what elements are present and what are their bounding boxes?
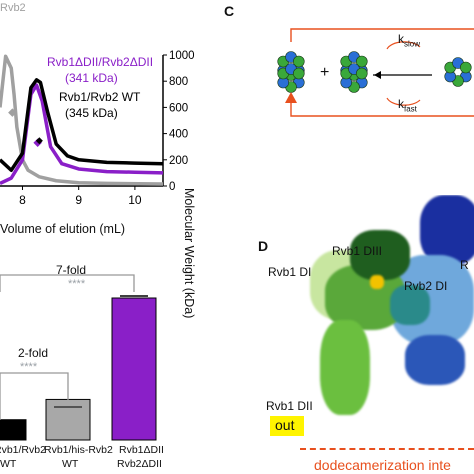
legend-gray-label: Rvb2 [0,2,26,14]
k-slow-label: kslow [398,32,421,49]
slow-arrow-line [290,28,474,42]
legend-purple-mw: (341 kDa) [65,71,118,85]
sec-chart-series [0,54,164,186]
sec-y-tick-label: 800 [169,76,188,88]
fast-arrowhead [285,92,297,103]
sec-y-tick-label: 600 [169,102,188,114]
oligomer-scheme [277,28,474,117]
sec-x-tick-label: 10 [128,193,142,207]
bar-category-1-line2: WT [0,458,17,470]
interface-dashed-line [300,448,474,450]
dodecamer-left-bottom [277,63,305,93]
dodecamer-middle-bottom [340,63,368,93]
forward-arrowhead [374,71,381,79]
legend-black-mw: (345 kDa) [65,106,118,120]
label-cut-r: R [460,258,469,272]
fast-arrow-line [290,103,474,117]
k-fast-label: kfast [398,97,417,114]
label-rvb2-di: Rvb2 DI [404,279,448,293]
slow-rotation-arrow [386,41,421,50]
sec-x-tick-label: 8 [19,193,26,207]
out-label: out [275,417,295,433]
bar-chart [0,274,157,441]
sec-y-tick-label: 1000 [169,50,195,62]
sec-y-axis-label: Molecular Weight (kDa) [182,188,196,319]
sec-y-tick-label: 0 [169,181,175,193]
fast-rotation-arrow [386,97,421,106]
hexamer-right-partial [444,57,472,87]
sec-chart-axes: 8 9 10 0 200 400 600 800 1000 [0,50,195,207]
subunit [292,55,305,68]
sec-series-line-2 [0,83,164,185]
bracket-7-fold [0,274,135,292]
subunit [292,67,305,80]
bar-category-2-line2: WT [62,458,79,470]
significance-label-2: **** [20,361,38,373]
label-rvb1-diii: Rvb1 DIII [332,244,383,258]
subunit [355,67,368,80]
label-rvb1-di: Rvb1 DI [268,265,312,279]
bar-category-3-line1: Rvb1ΔDII [119,444,164,456]
significance-label-1: **** [68,278,86,290]
bar-category-3-line2: Rvb2ΔDII [117,458,162,470]
subunit [459,61,472,74]
panel-letter-c: C [224,3,235,19]
panel-letter-d: D [258,238,269,254]
sec-series-line-3 [0,78,164,173]
two-fold-label: 2-fold [18,346,49,360]
protein-structure-image [290,195,474,425]
bar-3 [111,297,157,441]
sec-x-axis-label: Volume of elution (mL) [0,222,126,236]
bar-2 [45,398,91,441]
sec-marker-black [35,137,43,145]
legend-purple-label: Rvb1ΔDII/Rvb2ΔDII [47,55,154,69]
interface-label: dodecamerization inte [314,457,451,473]
sec-series-line-1 [0,54,164,186]
label-rvb1-dii: Rvb1 DII [266,399,313,413]
sec-y-tick-label: 200 [169,155,188,167]
sec-y-tick-label: 400 [169,129,188,141]
plus-sign: + [320,64,330,81]
bar-category-2-line1: Rvb1/his-Rvb2 [44,444,113,456]
sec-x-tick-label: 9 [75,193,82,207]
subunit [355,55,368,68]
bar-category-1-line1: Rvb1/Rvb2 [0,444,46,456]
bracket-2-fold [0,372,69,420]
bar-1 [0,419,27,441]
seven-fold-label: 7-fold [56,263,87,277]
out-highlight: out [270,416,304,436]
legend-black-label: Rvb1/Rvb2 WT [59,90,141,104]
